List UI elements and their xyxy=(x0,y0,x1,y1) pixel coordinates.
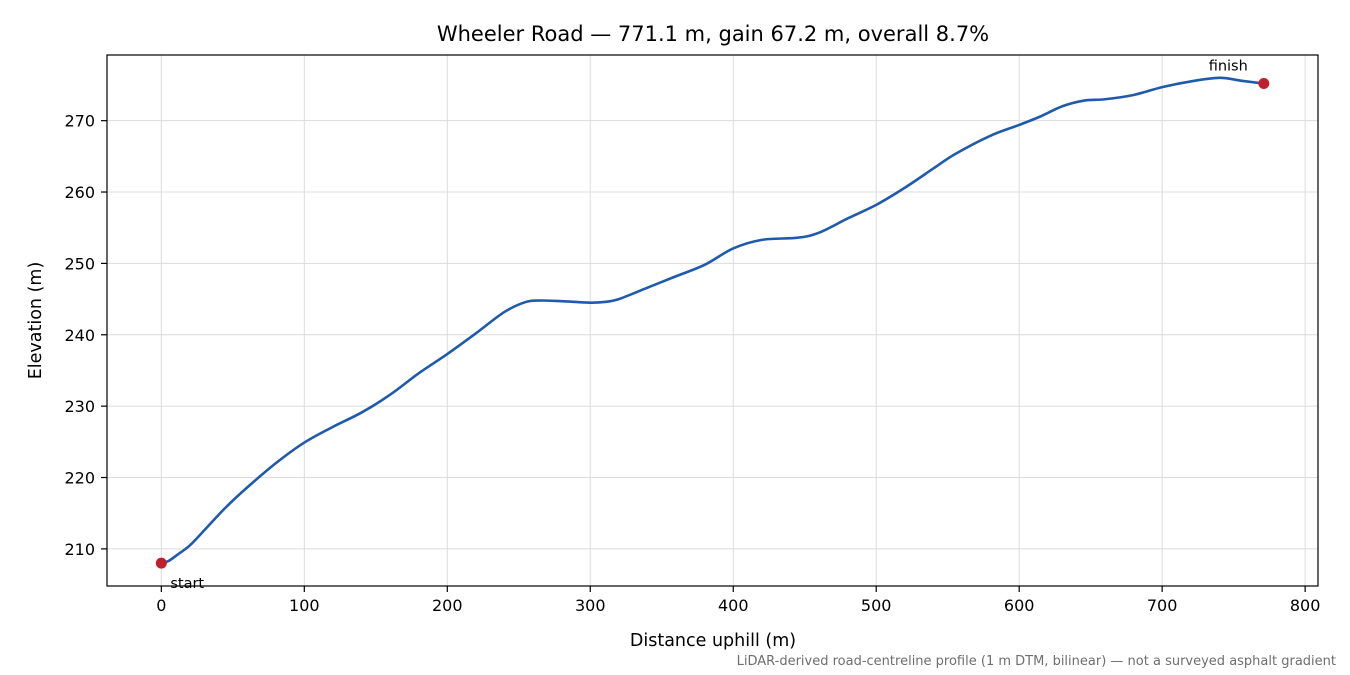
y-tick-label: 260 xyxy=(64,183,95,202)
chart-title: Wheeler Road — 771.1 m, gain 67.2 m, ove… xyxy=(437,22,989,46)
x-tick-label: 400 xyxy=(718,596,749,615)
x-tick-label: 500 xyxy=(861,596,892,615)
y-tick-label: 270 xyxy=(64,112,95,131)
y-tick-label: 250 xyxy=(64,254,95,273)
y-tick-label: 220 xyxy=(64,469,95,488)
x-tick-label: 100 xyxy=(289,596,320,615)
x-axis-label: Distance uphill (m) xyxy=(630,631,796,651)
x-tick-label: 300 xyxy=(575,596,606,615)
y-axis-ticks: 210 220 230 240 250 260 270 xyxy=(64,112,107,559)
footnote: LiDAR-derived road-centreline profile (1… xyxy=(737,654,1336,669)
y-axis-label: Elevation (m) xyxy=(26,262,46,380)
series-layer xyxy=(160,76,1266,565)
x-tick-label: 600 xyxy=(1004,596,1035,615)
x-tick-label: 700 xyxy=(1147,596,1178,615)
x-tick-label: 200 xyxy=(432,596,463,615)
plot-frame xyxy=(106,54,1319,587)
y-tick-label: 230 xyxy=(64,397,95,416)
grid xyxy=(107,55,1318,586)
y-tick-label: 240 xyxy=(64,326,95,345)
finish-point-marker xyxy=(1258,78,1270,90)
y-tick-label: 210 xyxy=(64,540,95,559)
x-axis-ticks: 0 100 200 300 400 500 600 700 800 xyxy=(156,586,1320,615)
x-tick-label: 800 xyxy=(1290,596,1321,615)
elevation-series-line xyxy=(160,76,1266,565)
start-annotation: start xyxy=(170,576,204,592)
x-tick-label: 0 xyxy=(156,596,166,615)
finish-annotation: finish xyxy=(1209,59,1248,75)
start-point-marker xyxy=(155,557,167,569)
marker-layer: start finish xyxy=(155,59,1270,592)
